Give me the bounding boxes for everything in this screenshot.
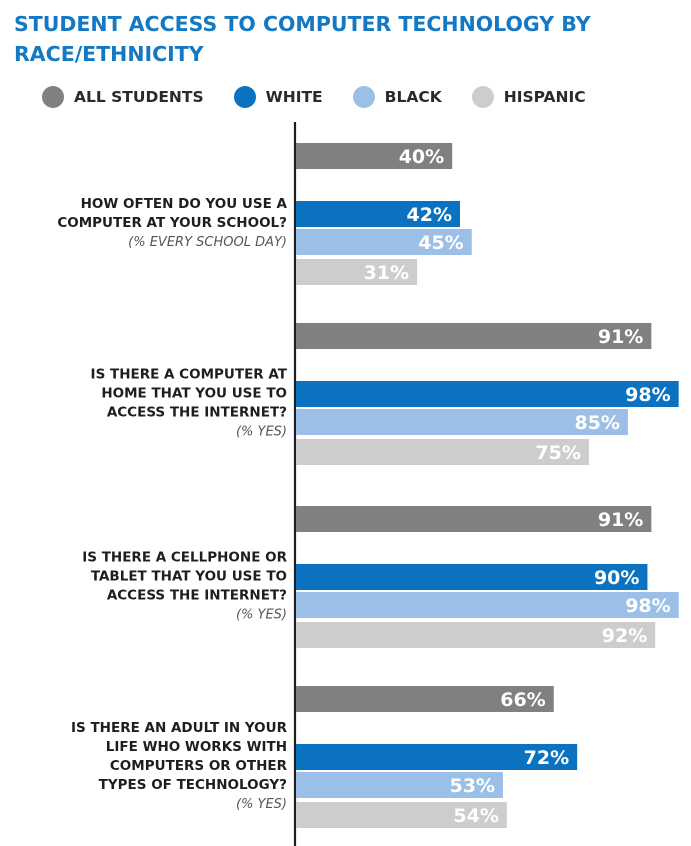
data-label-white-q4: 72% — [524, 747, 569, 769]
data-label-white-q1: 42% — [407, 204, 452, 226]
question-3-subtitle: (% YES) — [236, 608, 287, 623]
question-2-subtitle: (% YES) — [236, 425, 287, 440]
question-1-line-1: HOW OFTEN DO YOU USE A — [81, 196, 288, 212]
data-label-hispanic-q3: 92% — [602, 625, 647, 647]
data-label-hispanic-q2: 75% — [535, 442, 580, 464]
data-label-hispanic-q4: 54% — [453, 805, 498, 827]
data-label-all-students-q4: 66% — [500, 689, 545, 711]
bar-black-q3 — [296, 592, 679, 618]
question-1-subtitle: (% EVERY SCHOOL DAY) — [128, 235, 287, 250]
data-label-black-q3: 98% — [625, 595, 670, 617]
data-label-white-q2: 98% — [625, 384, 670, 406]
data-label-all-students-q3: 91% — [598, 509, 643, 531]
question-2-line-3: ACCESS THE INTERNET? — [107, 405, 287, 421]
question-2-line-2: HOME THAT YOU USE TO — [101, 386, 287, 402]
data-label-all-students-q1: 40% — [399, 146, 444, 168]
question-3-line-2: TABLET THAT YOU USE TO — [91, 569, 287, 585]
data-label-all-students-q2: 91% — [598, 326, 643, 348]
question-4-subtitle: (% YES) — [236, 797, 287, 812]
question-3-line-1: IS THERE A CELLPHONE OR — [82, 550, 287, 566]
data-label-hispanic-q1: 31% — [364, 262, 409, 284]
question-4-line-2: LIFE WHO WORKS WITH — [106, 739, 287, 755]
data-label-black-q1: 45% — [418, 232, 463, 254]
bar-white-q2 — [296, 381, 679, 407]
data-label-black-q2: 85% — [574, 412, 619, 434]
data-label-white-q3: 90% — [594, 567, 639, 589]
data-label-black-q4: 53% — [449, 775, 494, 797]
question-2-line-1: IS THERE A COMPUTER AT — [91, 367, 288, 383]
question-4-line-4: TYPES OF TECHNOLOGY? — [99, 777, 287, 793]
question-4-line-1: IS THERE AN ADULT IN YOUR — [71, 720, 288, 736]
question-3-line-3: ACCESS THE INTERNET? — [107, 588, 287, 604]
question-4-line-3: COMPUTERS OR OTHER — [110, 758, 288, 774]
question-1-line-2: COMPUTER AT YOUR SCHOOL? — [57, 215, 287, 231]
